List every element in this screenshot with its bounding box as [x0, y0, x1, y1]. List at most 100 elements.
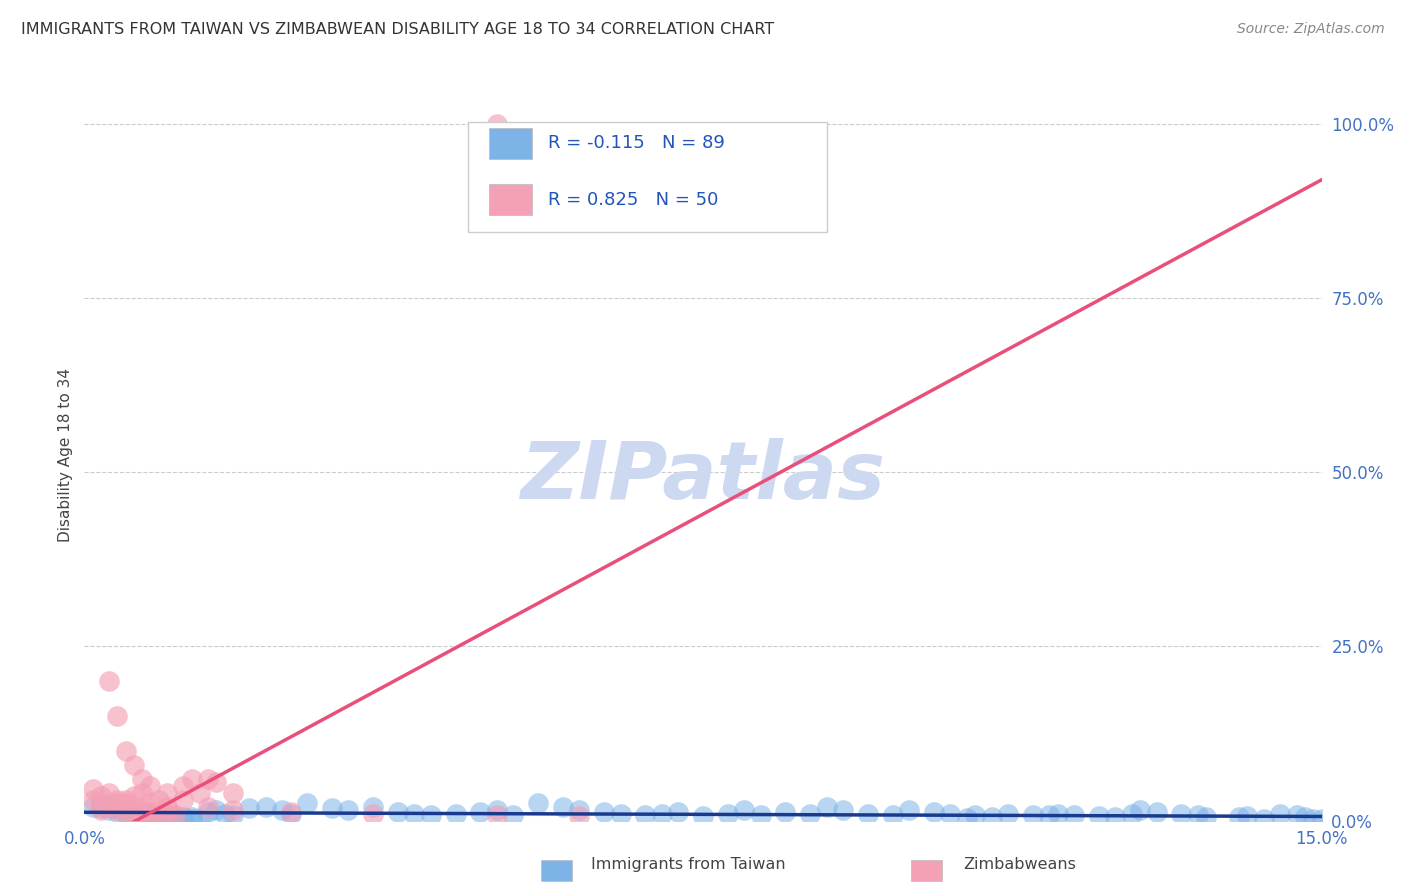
Point [956, 811, 979, 825]
Text: Source: ZipAtlas.com: Source: ZipAtlas.com [1237, 22, 1385, 37]
Point [1195, 810, 1218, 824]
Point [122, 806, 145, 821]
Point [172, 810, 194, 824]
Point [90, 801, 112, 815]
Point [1285, 808, 1308, 822]
Point [114, 803, 136, 817]
Point [1187, 808, 1209, 822]
FancyBboxPatch shape [489, 185, 533, 215]
Point [148, 808, 170, 822]
Point [98, 674, 121, 689]
Point [980, 810, 1002, 824]
Point [114, 793, 136, 807]
Point [131, 786, 153, 800]
Text: Zimbabweans: Zimbabweans [963, 857, 1076, 872]
Point [98, 798, 121, 813]
Point [222, 786, 245, 800]
Point [122, 789, 145, 804]
Point [337, 803, 360, 817]
Point [122, 758, 145, 772]
Point [856, 806, 879, 821]
Point [965, 808, 987, 822]
Point [280, 805, 302, 820]
Point [1022, 808, 1045, 822]
Point [222, 808, 245, 822]
Point [165, 811, 187, 825]
Point [197, 805, 219, 820]
Point [1146, 805, 1168, 820]
Point [172, 779, 194, 793]
Point [188, 786, 211, 800]
Point [485, 808, 508, 822]
Text: ZIPatlas: ZIPatlas [520, 438, 886, 516]
Point [832, 803, 855, 817]
Point [197, 772, 219, 786]
FancyBboxPatch shape [489, 128, 533, 159]
Point [733, 803, 755, 817]
Point [205, 803, 228, 817]
Point [90, 789, 112, 804]
Y-axis label: Disability Age 18 to 34: Disability Age 18 to 34 [58, 368, 73, 542]
Point [404, 806, 426, 821]
Point [156, 806, 179, 821]
Point [254, 799, 277, 814]
Point [156, 809, 179, 823]
Point [568, 809, 591, 823]
Point [139, 779, 162, 793]
Point [122, 805, 145, 820]
Point [295, 796, 318, 810]
Point [131, 772, 153, 786]
Point [114, 805, 136, 820]
Point [1170, 806, 1192, 821]
Point [205, 775, 228, 789]
Point [609, 806, 631, 821]
Point [148, 793, 170, 807]
Point [90, 796, 112, 810]
Point [98, 786, 121, 800]
Point [114, 744, 136, 758]
Point [156, 799, 179, 814]
Point [1253, 812, 1275, 826]
Point [98, 799, 121, 814]
Point [131, 806, 153, 821]
Point [180, 812, 202, 826]
Point [1129, 803, 1152, 817]
Point [139, 807, 162, 822]
Point [114, 806, 136, 821]
Point [98, 803, 121, 817]
Point [131, 809, 153, 823]
Point [1063, 808, 1085, 822]
Point [82, 793, 104, 807]
Point [815, 799, 838, 814]
Point [90, 796, 112, 810]
Point [717, 806, 740, 821]
Point [90, 803, 112, 817]
Point [321, 801, 343, 815]
Point [131, 808, 153, 822]
Point [222, 803, 245, 817]
Point [1302, 812, 1324, 826]
Point [105, 805, 128, 820]
Point [634, 808, 657, 822]
Text: Immigrants from Taiwan: Immigrants from Taiwan [591, 857, 785, 872]
Point [1227, 810, 1250, 824]
Point [139, 809, 162, 823]
Point [139, 796, 162, 810]
Point [551, 799, 574, 814]
Point [105, 709, 128, 723]
Point [1294, 810, 1316, 824]
Point [98, 799, 121, 814]
Point [419, 808, 441, 822]
Point [1310, 812, 1333, 826]
Point [165, 808, 187, 822]
Text: IMMIGRANTS FROM TAIWAN VS ZIMBABWEAN DISABILITY AGE 18 TO 34 CORRELATION CHART: IMMIGRANTS FROM TAIWAN VS ZIMBABWEAN DIS… [21, 22, 775, 37]
Point [922, 805, 945, 820]
Point [1038, 808, 1060, 822]
Text: R = 0.825   N = 50: R = 0.825 N = 50 [548, 191, 718, 209]
Point [939, 806, 962, 821]
Point [692, 809, 714, 823]
Point [1121, 806, 1143, 821]
Point [470, 805, 492, 820]
FancyBboxPatch shape [468, 122, 827, 232]
Point [361, 806, 384, 821]
